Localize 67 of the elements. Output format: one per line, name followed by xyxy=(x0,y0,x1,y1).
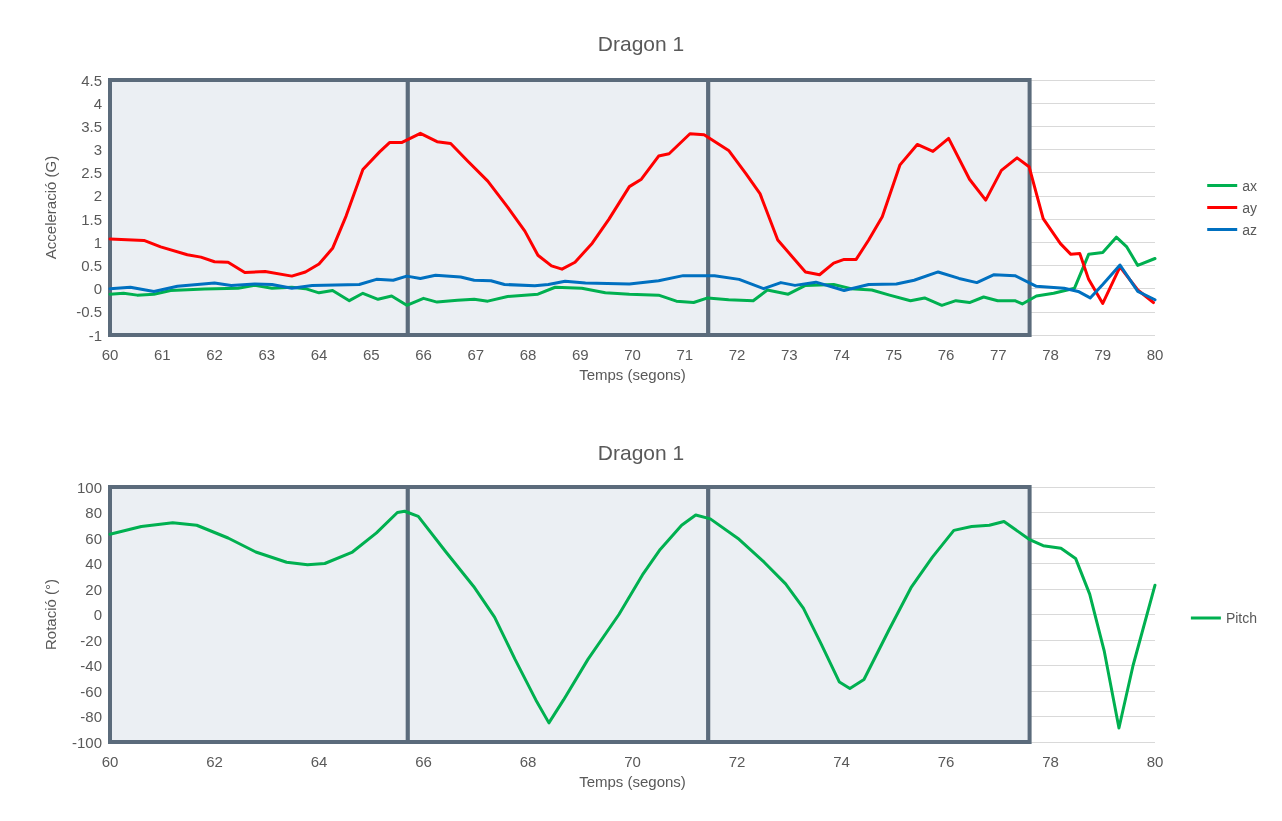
x-tick-label: 70 xyxy=(624,753,641,770)
x-tick-label: 77 xyxy=(989,346,1007,363)
line-series xyxy=(108,235,1157,307)
y-tick-label: -80 xyxy=(80,708,102,725)
x-tick-label: 75 xyxy=(885,346,903,363)
x-tick-label: 63 xyxy=(258,346,276,363)
y-tick-label: 2 xyxy=(93,187,102,205)
y-tick-label: 0 xyxy=(93,606,102,623)
line-series xyxy=(108,509,1157,730)
x-tick-label: 78 xyxy=(1042,346,1059,363)
x-tick-label: 68 xyxy=(519,753,537,770)
x-tick-label: 69 xyxy=(571,346,589,363)
x-tick-label: 80 xyxy=(1146,753,1164,770)
y-tick-label: 4 xyxy=(93,94,102,112)
x-tick-label: 80 xyxy=(1146,346,1164,363)
x-tick-label: 66 xyxy=(415,753,432,770)
y-tick-label: 0 xyxy=(93,280,102,298)
line-series xyxy=(108,263,1157,302)
y-tick-label: 60 xyxy=(85,529,102,547)
x-tick-label: 70 xyxy=(624,346,641,363)
x-tick-label: 67 xyxy=(467,346,485,363)
legend-label: ax xyxy=(1242,177,1258,194)
x-tick-label: 79 xyxy=(1094,346,1112,363)
x-tick-label: 76 xyxy=(937,346,955,363)
y-tick-label: -1 xyxy=(88,326,102,344)
x-tick-label: 62 xyxy=(206,346,223,363)
y-tick-label: -20 xyxy=(80,631,102,649)
x-axis-title: Temps (segons) xyxy=(579,365,686,383)
y-tick-label: -0.5 xyxy=(76,303,102,321)
y-tick-label: 1 xyxy=(93,233,102,251)
x-axis-title: Temps (segons) xyxy=(579,772,686,790)
x-tick-label: 72 xyxy=(728,753,746,770)
x-tick-label: 64 xyxy=(310,753,328,770)
legend-label: Pitch xyxy=(1225,610,1257,626)
y-tick-label: 2.5 xyxy=(81,164,102,182)
y-tick-label: 0.5 xyxy=(81,256,102,274)
x-tick-label: 64 xyxy=(310,346,328,363)
y-tick-label: 100 xyxy=(76,478,102,496)
chart-title: Dragon 1 xyxy=(597,32,685,55)
x-tick-label: 71 xyxy=(676,346,694,363)
y-tick-label: -60 xyxy=(80,682,102,700)
y-tick-label: -100 xyxy=(71,733,102,751)
chart-title: Dragon 1 xyxy=(597,441,685,464)
line-series xyxy=(108,131,1155,305)
y-axis-title: Rotació (°) xyxy=(42,578,59,651)
y-tick-label: 1.5 xyxy=(81,210,102,228)
x-tick-label: 65 xyxy=(362,346,380,363)
x-tick-label: 76 xyxy=(937,753,955,770)
y-tick-label: -40 xyxy=(80,657,102,674)
x-tick-label: 61 xyxy=(153,346,171,363)
y-tick-label: 80 xyxy=(85,504,102,521)
x-tick-label: 72 xyxy=(728,346,746,363)
y-tick-label: 3.5 xyxy=(81,117,102,135)
x-tick-label: 66 xyxy=(415,346,432,363)
legend-label: az xyxy=(1242,221,1258,238)
y-axis-title: Acceleració (G) xyxy=(42,155,59,260)
x-tick-label: 74 xyxy=(833,753,850,770)
legend-label: ay xyxy=(1242,199,1258,216)
y-tick-label: 20 xyxy=(85,580,102,598)
x-tick-label: 78 xyxy=(1042,753,1059,770)
x-tick-label: 74 xyxy=(833,346,850,363)
x-tick-label: 73 xyxy=(780,346,798,363)
y-tick-label: 4.5 xyxy=(81,71,102,89)
y-tick-label: 40 xyxy=(85,555,102,572)
x-tick-label: 62 xyxy=(206,753,223,770)
y-tick-label: 3 xyxy=(93,141,102,159)
x-tick-label: 68 xyxy=(519,346,537,363)
